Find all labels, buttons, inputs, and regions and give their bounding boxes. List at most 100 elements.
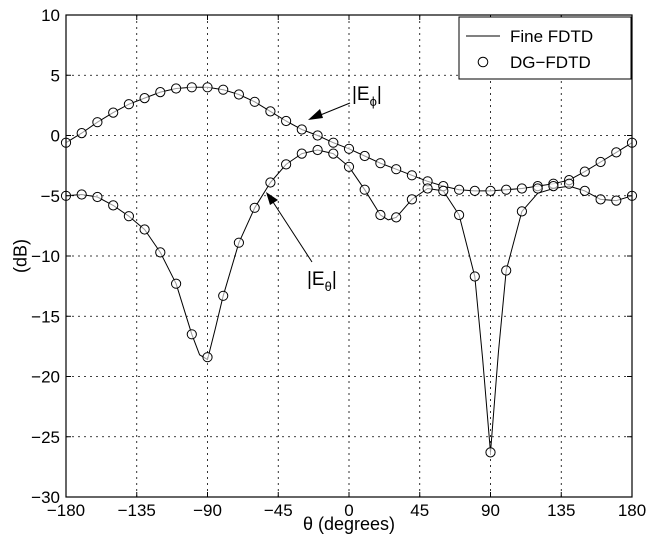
- data-point-e-phi: [516, 183, 528, 194]
- data-point-e-phi: [281, 115, 292, 127]
- data-point-e-theta: [76, 189, 87, 200]
- data-point-e-phi: [595, 156, 606, 168]
- data-point-e-theta: [454, 209, 465, 221]
- y-axis-label: (dB): [10, 239, 30, 273]
- x-tick-label: −45: [264, 501, 293, 520]
- data-point-e-theta: [564, 178, 575, 189]
- data-point-e-theta: [532, 183, 543, 194]
- data-point-e-theta: [123, 211, 134, 222]
- annotation-e-theta-arrowhead: [266, 192, 278, 205]
- legend: Fine FDTD DG−FDTD: [458, 16, 632, 80]
- data-point-e-theta: [359, 184, 370, 195]
- grid: [66, 15, 632, 497]
- annotation-e-phi: |Eϕ|: [308, 84, 382, 120]
- data-point-e-phi: [611, 147, 622, 158]
- data-point-e-theta: [312, 144, 323, 156]
- ticks: −180 −135 −90 −45 0 45 90 135 180 −30 −25 −20 −15 −10…: [31, 6, 646, 520]
- data-point-e-theta: [406, 194, 417, 205]
- x-tick-label: 0: [344, 501, 353, 520]
- data-point-e-theta: [155, 247, 166, 258]
- data-point-e-theta: [438, 185, 449, 196]
- annotation-e-phi-arrowhead: [308, 109, 323, 120]
- y-tick-label: 0: [51, 127, 60, 146]
- annotation-e-theta-arrow-shaft: [272, 201, 313, 263]
- x-tick-label: −180: [47, 501, 85, 520]
- data-point-e-phi: [123, 99, 134, 110]
- data-point-e-theta: [501, 265, 512, 276]
- data-point-e-phi: [359, 150, 370, 162]
- annotation-e-phi-end: |: [377, 84, 382, 105]
- legend-box: [458, 16, 632, 80]
- data-point-e-phi: [155, 87, 166, 98]
- data-point-e-theta: [579, 185, 590, 196]
- data-point-e-phi: [501, 184, 512, 195]
- data-point-e-phi: [579, 166, 590, 177]
- annotation-e-theta-sub: θ: [325, 279, 332, 294]
- data-point-e-theta: [265, 177, 276, 188]
- data-point-e-phi: [171, 83, 182, 94]
- data-point-e-theta: [233, 237, 244, 248]
- annotation-e-phi-sub: ϕ: [370, 94, 377, 109]
- annotation-e-theta-main: |E: [307, 269, 325, 290]
- data-point-e-phi: [328, 137, 339, 148]
- data-point-e-theta: [548, 181, 559, 192]
- x-tick-label: −90: [193, 501, 222, 520]
- x-tick-label: −135: [118, 501, 156, 520]
- data-point-e-phi: [218, 84, 229, 95]
- data-point-e-theta: [92, 191, 103, 203]
- y-tick-label: −5: [41, 187, 60, 206]
- data-point-e-theta: [469, 271, 480, 282]
- data-point-e-theta: [218, 290, 229, 301]
- data-point-e-phi: [139, 93, 150, 104]
- data-point-e-theta: [328, 148, 339, 159]
- data-point-e-phi: [265, 106, 276, 117]
- data-point-e-phi: [312, 130, 323, 141]
- data-point-e-theta: [516, 206, 528, 217]
- data-point-e-phi: [249, 96, 260, 107]
- y-tick-label: −10: [31, 247, 60, 266]
- data-point-e-theta: [343, 161, 355, 172]
- x-tick-label: 45: [410, 501, 429, 520]
- data-point-e-phi: [108, 107, 119, 118]
- data-point-e-phi: [186, 82, 197, 93]
- legend-label-dg-fdtd: DG−FDTD: [510, 53, 591, 72]
- x-tick-label: 90: [481, 501, 500, 520]
- legend-circle-swatch: [477, 56, 489, 68]
- data-point-e-phi: [485, 185, 496, 196]
- data-point-e-phi: [202, 82, 213, 93]
- y-tick-label: −15: [31, 307, 60, 326]
- data-point-e-theta: [171, 278, 182, 289]
- y-tick-label: −20: [31, 368, 60, 387]
- annotation-e-theta: |Eθ|: [266, 192, 337, 294]
- x-axis-label: θ (degrees): [303, 514, 395, 534]
- x-tick-label: 135: [547, 501, 575, 520]
- data-point-e-theta: [108, 200, 119, 211]
- data-point-e-theta: [595, 194, 606, 205]
- markers: [60, 82, 638, 458]
- x-tick-label: 180: [618, 501, 646, 520]
- data-point-e-phi: [233, 89, 244, 100]
- data-point-e-phi: [391, 164, 402, 175]
- data-point-e-theta: [422, 183, 433, 194]
- annotation-e-phi-main: |E: [352, 84, 370, 105]
- annotation-e-theta-end: |: [332, 269, 337, 290]
- data-point-e-theta: [249, 202, 260, 213]
- data-point-e-theta: [139, 224, 150, 235]
- data-point-e-theta: [296, 148, 307, 159]
- data-point-e-theta: [485, 447, 496, 458]
- data-point-e-phi: [469, 185, 480, 196]
- y-tick-label: 10: [41, 6, 60, 25]
- data-point-e-theta: [611, 195, 622, 206]
- data-point-e-theta: [202, 352, 213, 363]
- annotation-e-theta-text: |Eθ|: [307, 269, 337, 294]
- y-tick-label: 5: [51, 66, 60, 85]
- data-point-e-theta: [186, 329, 197, 340]
- annotation-e-phi-text: |Eϕ|: [352, 84, 382, 109]
- data-point-e-theta: [375, 209, 386, 221]
- data-point-e-phi: [375, 158, 386, 169]
- legend-label-fine-fdtd: Fine FDTD: [510, 27, 593, 46]
- data-point-e-phi: [343, 143, 355, 154]
- y-tick-label: −30: [31, 488, 60, 507]
- annotation-e-phi-arrow-shaft: [317, 102, 351, 117]
